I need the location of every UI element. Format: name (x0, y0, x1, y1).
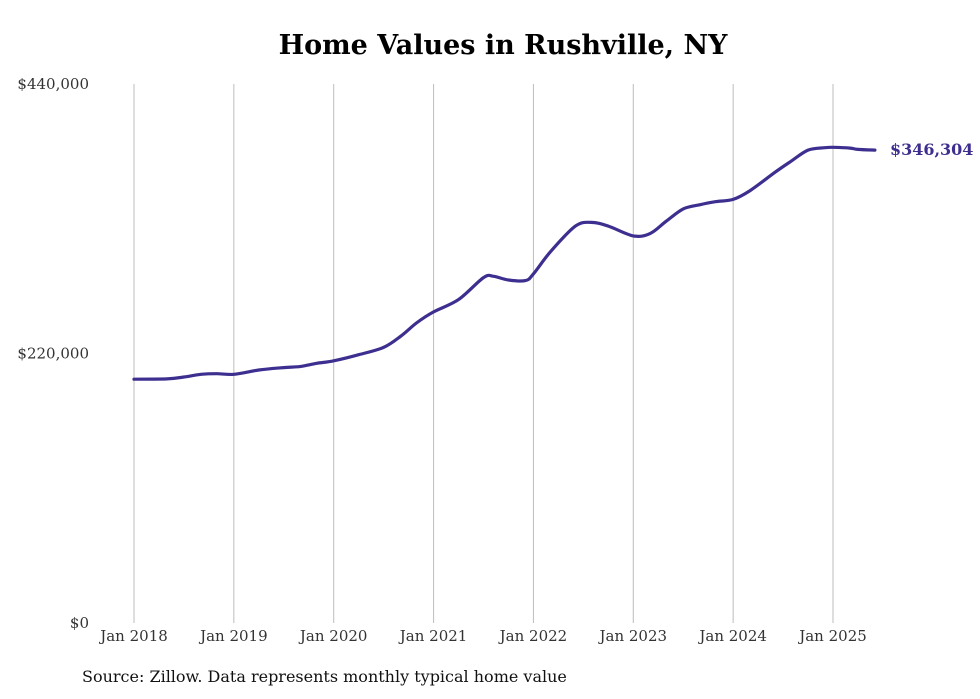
y-tick-label: $440,000 (17, 75, 89, 93)
x-tick-label: Jan 2019 (198, 627, 268, 645)
y-tick-label: $220,000 (17, 345, 89, 363)
x-tick-label: Jan 2018 (98, 627, 168, 645)
x-tick-label: Jan 2020 (298, 627, 368, 645)
series-line (132, 145, 877, 381)
x-tick-label: Jan 2022 (498, 627, 568, 645)
chart-title: Home Values in Rushville, NY (278, 30, 728, 61)
x-tick-label: Jan 2023 (598, 627, 668, 645)
end-value-label: $346,304 (890, 140, 974, 159)
x-tick-label: Jan 2021 (398, 627, 468, 645)
source-note: Source: Zillow. Data represents monthly … (82, 667, 567, 686)
x-tick-label: Jan 2024 (697, 627, 767, 645)
x-tick-label: Jan 2025 (797, 627, 867, 645)
y-tick-label: $0 (70, 614, 89, 632)
